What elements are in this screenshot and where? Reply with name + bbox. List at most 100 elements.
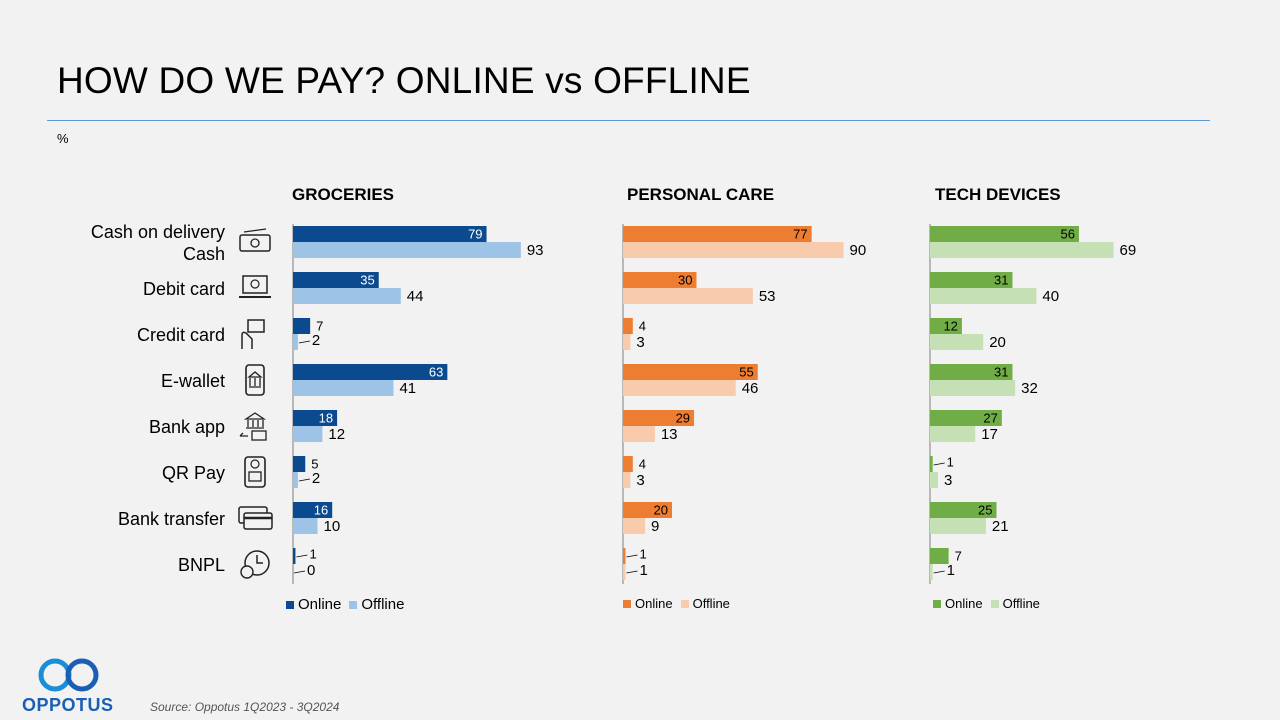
data-label: 3 bbox=[636, 334, 644, 351]
data-label: 35 bbox=[360, 272, 374, 287]
legend-offline-label: Offline bbox=[361, 596, 404, 613]
bar-online bbox=[623, 456, 633, 472]
data-label: 1 bbox=[639, 562, 647, 579]
legend-swatch-online bbox=[286, 601, 294, 609]
data-label: 12 bbox=[943, 318, 957, 333]
legend-swatch-offline bbox=[991, 600, 999, 608]
data-label: 31 bbox=[994, 364, 1008, 379]
data-label: 93 bbox=[527, 242, 544, 259]
bar-offline bbox=[623, 334, 630, 350]
data-label: 29 bbox=[676, 410, 690, 425]
data-label: 20 bbox=[989, 334, 1006, 351]
bar-offline bbox=[930, 564, 933, 580]
bar-offline bbox=[293, 380, 393, 396]
source-note: Source: Oppotus 1Q2023 - 3Q2024 bbox=[150, 700, 339, 714]
data-label: 55 bbox=[739, 364, 753, 379]
leader-line bbox=[626, 571, 637, 573]
legend-online-label: Online bbox=[635, 596, 673, 611]
bar-online bbox=[623, 318, 633, 334]
legend-groceries: Online Offline bbox=[286, 596, 412, 613]
bar-offline bbox=[623, 380, 736, 396]
data-label: 2 bbox=[312, 470, 320, 487]
legend-swatch-online bbox=[623, 600, 631, 608]
data-label: 63 bbox=[429, 364, 443, 379]
data-label: 0 bbox=[307, 562, 315, 579]
data-label: 79 bbox=[468, 226, 482, 241]
bar-offline bbox=[293, 472, 298, 488]
bar-offline bbox=[293, 518, 318, 534]
legend-swatch-offline bbox=[349, 601, 357, 609]
data-label: 17 bbox=[981, 426, 998, 443]
leader-line bbox=[296, 555, 307, 557]
bar-offline bbox=[293, 242, 521, 258]
bar-online bbox=[293, 226, 487, 242]
data-label: 18 bbox=[319, 410, 333, 425]
data-label: 46 bbox=[742, 380, 759, 397]
data-label: 2 bbox=[312, 332, 320, 349]
data-label: 4 bbox=[639, 456, 646, 471]
data-label: 10 bbox=[324, 518, 341, 535]
leader-line bbox=[626, 555, 637, 557]
bar-offline bbox=[930, 334, 983, 350]
data-label: 13 bbox=[661, 426, 678, 443]
data-label: 3 bbox=[944, 472, 952, 489]
bar-online bbox=[293, 548, 295, 564]
legend-swatch-online bbox=[933, 600, 941, 608]
leader-line bbox=[294, 571, 305, 573]
bar-offline bbox=[623, 242, 844, 258]
bar-offline bbox=[930, 380, 1015, 396]
bar-offline bbox=[930, 426, 975, 442]
data-label: 27 bbox=[983, 410, 997, 425]
data-label: 44 bbox=[407, 288, 424, 305]
data-label: 1 bbox=[947, 562, 955, 579]
bar-offline bbox=[930, 288, 1036, 304]
bar-offline bbox=[623, 288, 753, 304]
legend-online-label: Online bbox=[945, 596, 983, 611]
leader-line bbox=[934, 571, 945, 573]
data-label: 30 bbox=[678, 272, 692, 287]
data-label: 20 bbox=[654, 502, 668, 517]
data-label: 77 bbox=[793, 226, 807, 241]
legend-tech-devices: Online Offline bbox=[933, 596, 1048, 611]
logo-text: OPPOTUS bbox=[22, 695, 114, 716]
leader-line bbox=[299, 341, 310, 343]
leader-line bbox=[299, 479, 310, 481]
bar-online bbox=[293, 364, 447, 380]
data-label: 1 bbox=[639, 546, 646, 561]
data-label: 31 bbox=[994, 272, 1008, 287]
bar-online bbox=[293, 456, 305, 472]
bar-online bbox=[623, 226, 812, 242]
data-label: 32 bbox=[1021, 380, 1038, 397]
legend-swatch-offline bbox=[681, 600, 689, 608]
bar-online bbox=[623, 548, 625, 564]
data-label: 90 bbox=[850, 242, 867, 259]
bar-offline bbox=[623, 472, 630, 488]
bar-online bbox=[293, 318, 310, 334]
data-label: 21 bbox=[992, 518, 1009, 535]
legend-personal-care: Online Offline bbox=[623, 596, 738, 611]
bar-online bbox=[930, 456, 933, 472]
data-label: 56 bbox=[1060, 226, 1074, 241]
data-label: 1 bbox=[947, 454, 954, 469]
data-label: 41 bbox=[399, 380, 416, 397]
leader-line bbox=[934, 463, 945, 465]
data-label: 1 bbox=[309, 546, 316, 561]
data-label: 3 bbox=[636, 472, 644, 489]
bar-offline bbox=[930, 242, 1114, 258]
bar-offline bbox=[293, 334, 298, 350]
data-label: 7 bbox=[955, 548, 962, 563]
bar-offline bbox=[930, 518, 986, 534]
data-label: 16 bbox=[314, 502, 328, 517]
legend-online-label: Online bbox=[298, 596, 341, 613]
bar-offline bbox=[623, 564, 625, 580]
bar-offline bbox=[293, 288, 401, 304]
data-label: 40 bbox=[1042, 288, 1059, 305]
bar-online bbox=[930, 226, 1079, 242]
data-label: 25 bbox=[978, 502, 992, 517]
bar-offline bbox=[930, 472, 938, 488]
data-label: 12 bbox=[328, 426, 345, 443]
data-label: 4 bbox=[639, 318, 646, 333]
data-label: 9 bbox=[651, 518, 659, 535]
bar-offline bbox=[623, 426, 655, 442]
